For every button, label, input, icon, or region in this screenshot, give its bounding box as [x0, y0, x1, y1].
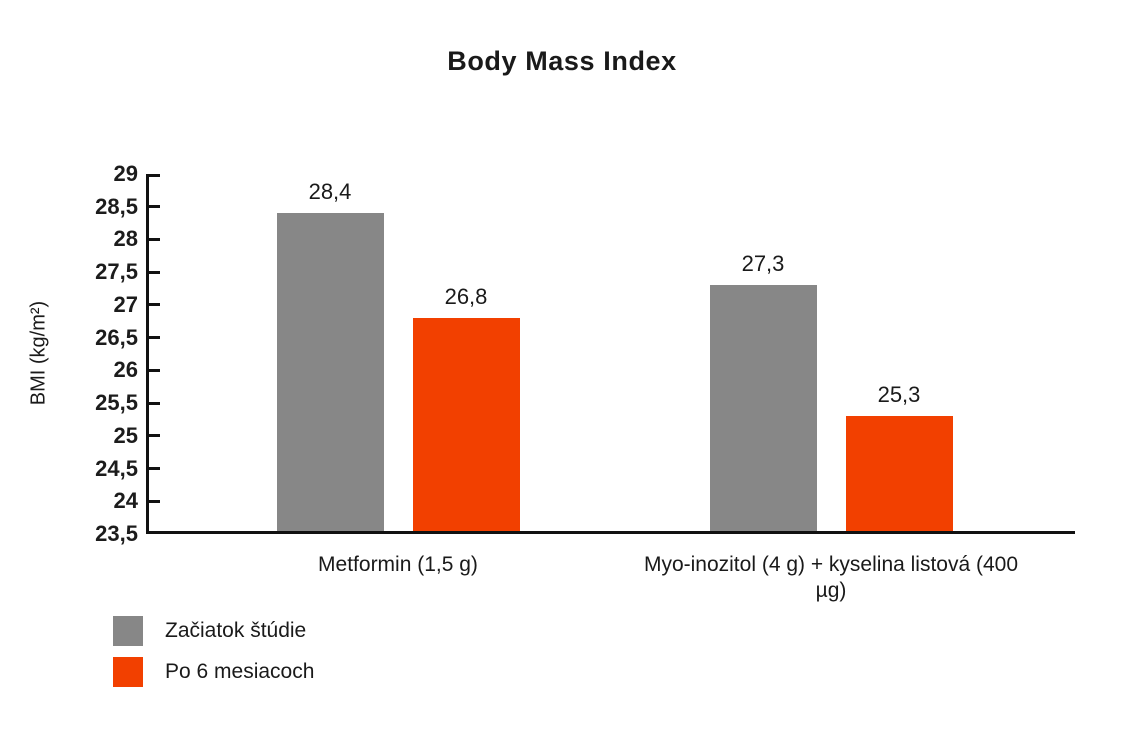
y-tick-label: 25 — [113, 422, 138, 448]
y-tick — [149, 174, 160, 177]
legend-label: Po 6 mesiacoch — [165, 660, 315, 683]
y-axis-line — [146, 174, 149, 534]
x-axis-line — [146, 531, 1075, 534]
y-tick-label: 25,5 — [95, 390, 138, 416]
y-tick — [149, 499, 160, 503]
y-tick — [149, 303, 160, 307]
legend-swatch-start — [113, 616, 143, 646]
bar-after-group2 — [845, 416, 953, 534]
y-tick-label: 28 — [113, 226, 138, 252]
bar-value-label: 25,3 — [877, 382, 921, 408]
plot-area: 28,4 27,3 26,8 25,3 — [146, 174, 1075, 534]
y-tick — [149, 205, 160, 209]
y-tick-label: 27 — [113, 291, 138, 317]
bar-value-label: 28,4 — [308, 179, 352, 205]
y-tick-label: 24 — [113, 488, 138, 514]
y-tick — [149, 270, 160, 274]
legend-item: Začiatok štúdie — [113, 616, 314, 646]
y-tick-label: 26,5 — [95, 324, 138, 350]
legend-swatch-after — [113, 657, 143, 687]
bar-start-group2 — [709, 285, 817, 534]
y-tick — [149, 531, 160, 534]
y-tick-label: 26 — [113, 357, 138, 383]
legend: Začiatok štúdie Po 6 mesiacoch — [113, 616, 314, 698]
bar-start-group1 — [276, 213, 384, 534]
y-tick — [149, 401, 160, 405]
y-tick-label: 28,5 — [95, 193, 138, 219]
bar-value-label: 26,8 — [444, 284, 488, 309]
y-tick-label: 27,5 — [95, 259, 138, 285]
y-tick-label: 29 — [113, 161, 138, 186]
legend-label: Začiatok štúdie — [165, 619, 307, 642]
legend-item: Po 6 mesiacoch — [113, 657, 314, 687]
y-axis-tick-labels: 29 28,5 28 27,5 27 26,5 26 25,5 25 24,5 24 23,5 — [0, 0, 138, 749]
y-tick — [149, 336, 160, 340]
bar-after-group1 — [412, 318, 520, 534]
y-tick-label: 23,5 — [95, 521, 138, 546]
y-tick-label: 24,5 — [95, 455, 138, 481]
bar-value-label: 27,3 — [741, 251, 785, 277]
chart-title: Body Mass Index — [447, 46, 677, 76]
x-category-label: Myo-inozitol (4 g) + kyselina listová (4… — [643, 553, 1019, 603]
y-tick — [149, 368, 160, 372]
x-category-label: Metformin (1,5 g) — [318, 553, 478, 576]
y-tick — [149, 467, 160, 471]
y-tick — [149, 434, 160, 438]
y-tick — [149, 237, 160, 241]
